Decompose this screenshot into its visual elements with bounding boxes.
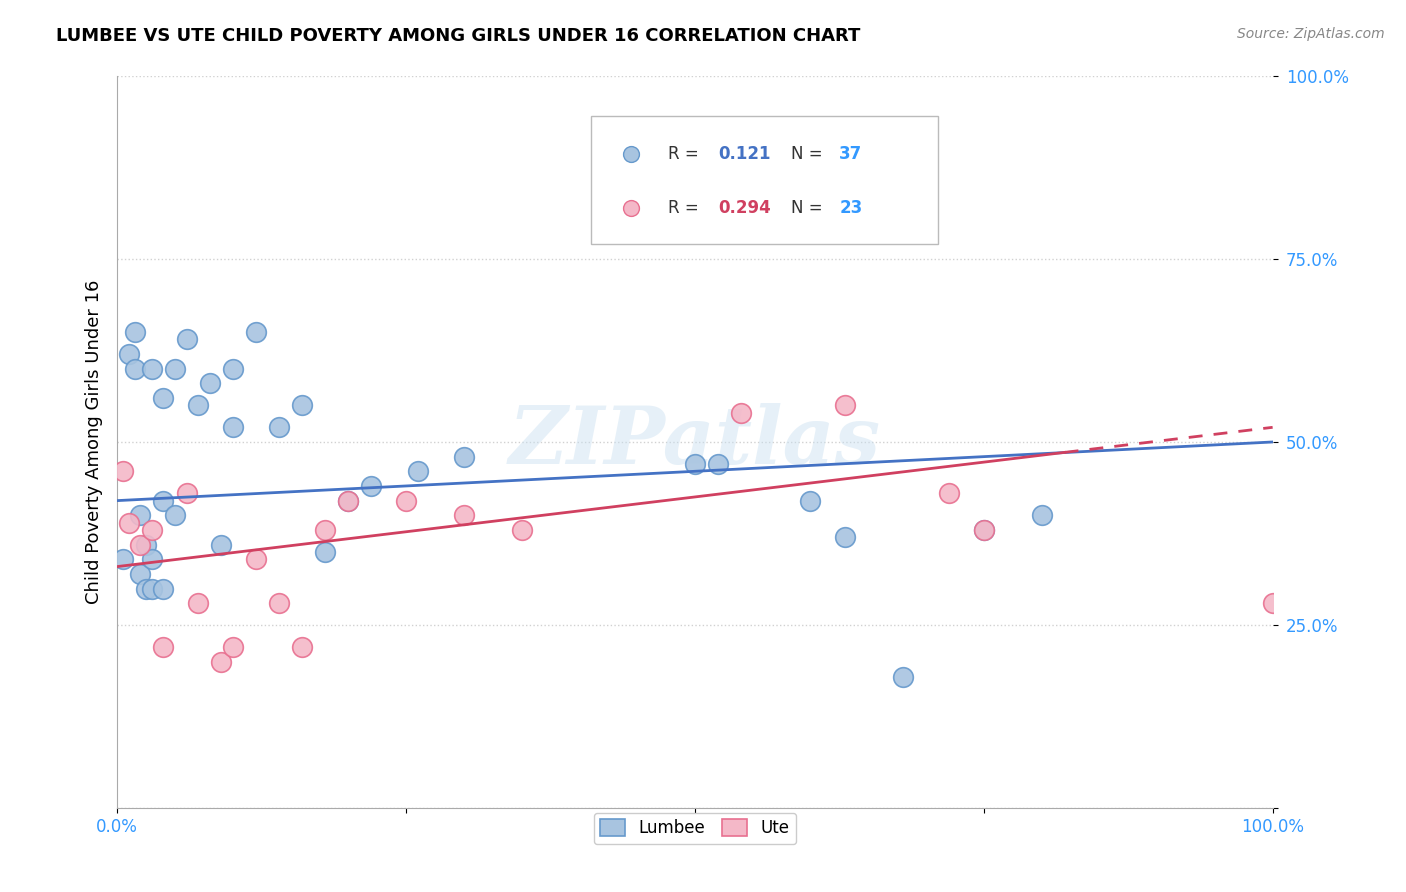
- Point: [360, 479, 382, 493]
- Point: [118, 347, 141, 361]
- Point: [141, 582, 163, 596]
- Text: R =: R =: [668, 145, 704, 163]
- Point: [152, 582, 174, 596]
- Point: [620, 202, 643, 216]
- Point: [198, 376, 221, 391]
- Point: [129, 508, 152, 523]
- Point: [152, 640, 174, 655]
- Text: ZIPatlas: ZIPatlas: [509, 403, 882, 481]
- Point: [152, 493, 174, 508]
- Point: [152, 391, 174, 405]
- Point: [163, 508, 186, 523]
- Point: [314, 545, 336, 559]
- Point: [209, 538, 232, 552]
- Point: [1031, 508, 1053, 523]
- Text: Source: ZipAtlas.com: Source: ZipAtlas.com: [1237, 27, 1385, 41]
- Point: [187, 596, 209, 610]
- Point: [124, 325, 146, 339]
- Point: [973, 523, 995, 537]
- Point: [291, 398, 314, 412]
- Text: 0.121: 0.121: [718, 145, 770, 163]
- Point: [834, 530, 856, 544]
- Point: [141, 552, 163, 566]
- Point: [799, 493, 821, 508]
- Point: [141, 523, 163, 537]
- Point: [111, 552, 134, 566]
- Point: [683, 201, 706, 215]
- Point: [245, 325, 267, 339]
- Point: [314, 523, 336, 537]
- Point: [707, 457, 730, 471]
- FancyBboxPatch shape: [591, 116, 938, 244]
- Point: [222, 420, 245, 434]
- Point: [129, 566, 152, 581]
- Point: [683, 457, 706, 471]
- Text: N =: N =: [790, 200, 828, 218]
- Text: LUMBEE VS UTE CHILD POVERTY AMONG GIRLS UNDER 16 CORRELATION CHART: LUMBEE VS UTE CHILD POVERTY AMONG GIRLS …: [56, 27, 860, 45]
- Point: [267, 596, 290, 610]
- Point: [187, 398, 209, 412]
- Point: [834, 398, 856, 412]
- Point: [620, 146, 643, 161]
- Point: [1261, 596, 1284, 610]
- Text: 37: 37: [839, 145, 863, 163]
- Point: [267, 420, 290, 434]
- Text: 23: 23: [839, 200, 863, 218]
- Point: [938, 486, 960, 500]
- Text: R =: R =: [668, 200, 704, 218]
- Point: [510, 523, 533, 537]
- Point: [111, 464, 134, 478]
- Point: [124, 361, 146, 376]
- Point: [406, 464, 429, 478]
- Y-axis label: Child Poverty Among Girls Under 16: Child Poverty Among Girls Under 16: [86, 280, 103, 604]
- Point: [135, 538, 157, 552]
- Point: [891, 669, 914, 683]
- Point: [453, 450, 475, 464]
- Point: [291, 640, 314, 655]
- Point: [730, 406, 752, 420]
- Point: [118, 516, 141, 530]
- Point: [337, 493, 360, 508]
- Point: [973, 523, 995, 537]
- Point: [141, 361, 163, 376]
- Point: [453, 508, 475, 523]
- Point: [245, 552, 267, 566]
- Point: [129, 538, 152, 552]
- Point: [337, 493, 360, 508]
- Point: [163, 361, 186, 376]
- Point: [176, 486, 198, 500]
- Text: N =: N =: [790, 145, 828, 163]
- Text: 0.294: 0.294: [718, 200, 770, 218]
- Point: [395, 493, 418, 508]
- Point: [176, 332, 198, 346]
- Point: [135, 582, 157, 596]
- Point: [209, 655, 232, 669]
- Point: [222, 361, 245, 376]
- Point: [222, 640, 245, 655]
- Legend: Lumbee, Ute: Lumbee, Ute: [593, 813, 796, 844]
